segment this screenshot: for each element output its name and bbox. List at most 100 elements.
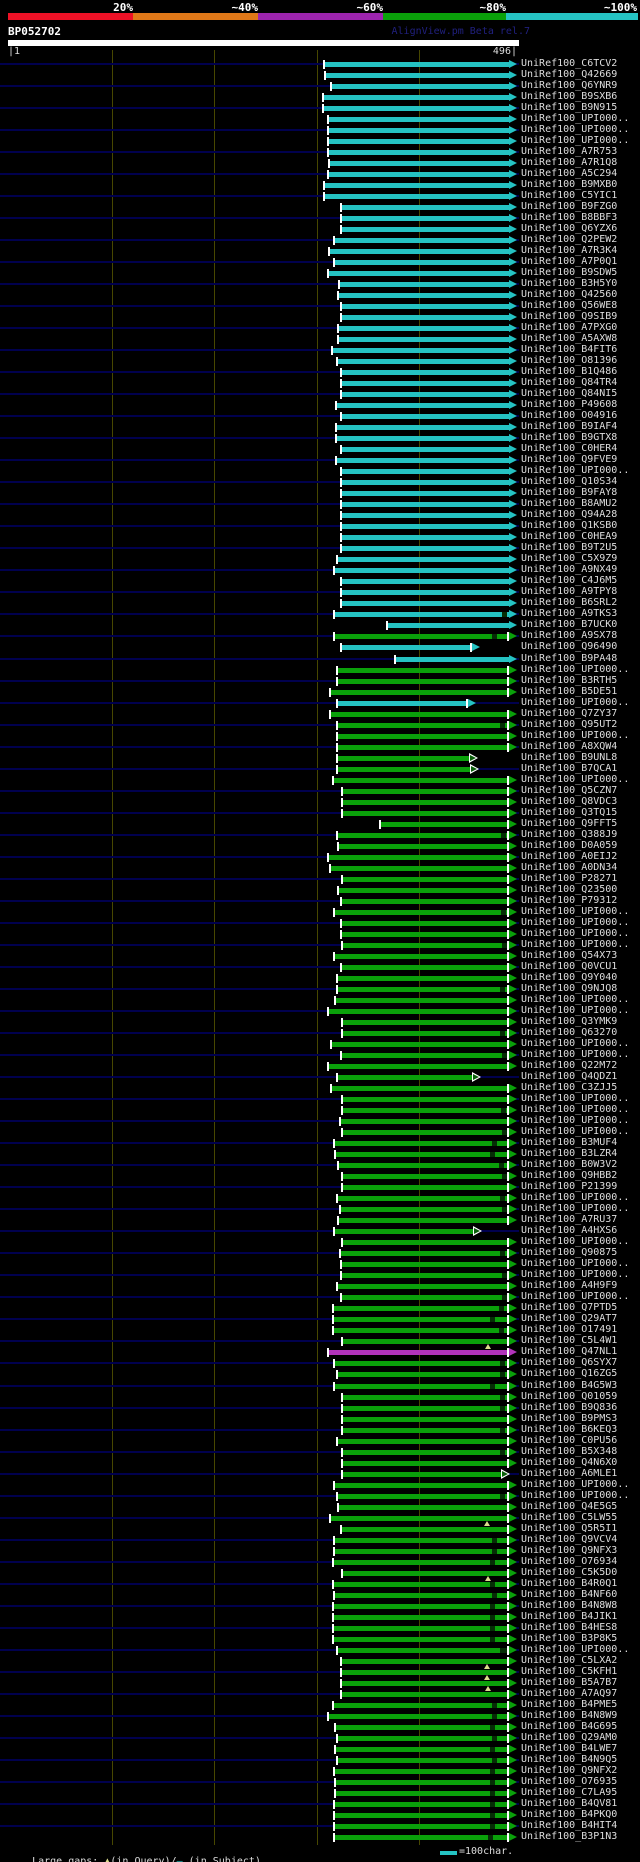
subject-arrow-icon[interactable] [509, 842, 517, 850]
subject-arrow-icon[interactable] [509, 1602, 517, 1610]
hit-label[interactable]: UniRef100_Q95UT2 [521, 719, 618, 730]
alignment-bar[interactable] [341, 392, 509, 397]
hit-label[interactable]: UniRef100_UPI000.. [521, 1115, 630, 1126]
hit-label[interactable]: UniRef100_C5LW55 [521, 1512, 618, 1523]
subject-arrow-icon[interactable] [509, 1657, 517, 1665]
hit-label[interactable]: UniRef100_B6KEQ3 [521, 1424, 618, 1435]
hit-label[interactable]: UniRef100_B9UNL8 [521, 752, 618, 763]
hit-label[interactable]: UniRef100_B4PME5 [521, 1699, 618, 1710]
alignment-bar[interactable] [342, 1031, 509, 1036]
alignment-bar[interactable] [337, 745, 509, 750]
hit-label[interactable]: UniRef100_Q4QDZ1 [521, 1071, 618, 1082]
alignment-bar[interactable] [341, 579, 509, 584]
hit-label[interactable]: UniRef100_UPI000.. [521, 1479, 630, 1490]
alignment-bar[interactable] [341, 216, 509, 221]
subject-arrow-icon[interactable] [509, 1150, 517, 1158]
subject-arrow-icon[interactable] [509, 1282, 517, 1290]
subject-arrow-icon[interactable] [509, 1062, 517, 1070]
alignment-bar[interactable] [337, 767, 470, 772]
subject-arrow-icon[interactable] [468, 699, 476, 707]
subject-arrow-icon[interactable] [509, 908, 517, 916]
alignment-bar[interactable] [338, 888, 509, 893]
alignment-bar[interactable] [337, 557, 509, 562]
hit-label[interactable]: UniRef100_C5L4W1 [521, 1335, 618, 1346]
subject-arrow-icon[interactable] [509, 566, 517, 574]
hit-label[interactable]: UniRef100_Q5CZN7 [521, 785, 618, 796]
alignment-bar[interactable] [341, 502, 509, 507]
alignment-bar[interactable] [338, 1163, 509, 1168]
alignment-bar[interactable] [330, 866, 509, 871]
subject-arrow-icon[interactable] [509, 225, 517, 233]
alignment-bar[interactable] [334, 1483, 509, 1488]
alignment-bar[interactable] [341, 590, 509, 595]
hit-label[interactable]: UniRef100_Q9NFX2 [521, 1765, 618, 1776]
subject-arrow-icon[interactable] [509, 919, 517, 927]
subject-arrow-icon[interactable] [509, 930, 517, 938]
subject-arrow-icon[interactable] [509, 1117, 517, 1125]
alignment-bar[interactable] [334, 260, 509, 265]
subject-arrow-icon[interactable] [509, 533, 517, 541]
alignment-bar[interactable] [337, 1075, 472, 1080]
alignment-bar[interactable] [334, 1361, 509, 1366]
subject-arrow-icon[interactable] [509, 1635, 517, 1643]
alignment-bar[interactable] [338, 844, 509, 849]
subject-arrow-icon[interactable] [509, 1007, 517, 1015]
subject-arrow-icon[interactable] [509, 1646, 517, 1654]
alignment-bar[interactable] [334, 634, 509, 639]
subject-arrow-icon[interactable] [509, 599, 517, 607]
hit-label[interactable]: UniRef100_C0HER4 [521, 443, 618, 454]
hit-label[interactable]: UniRef100_B9IAF4 [521, 421, 618, 432]
subject-arrow-icon[interactable] [509, 1271, 517, 1279]
alignment-bar[interactable] [336, 403, 509, 408]
alignment-bar[interactable] [334, 954, 509, 959]
hit-label[interactable]: UniRef100_C0PU56 [521, 1435, 618, 1446]
hit-label[interactable]: UniRef100_UPI000.. [521, 939, 630, 950]
alignment-bar[interactable] [342, 1472, 501, 1477]
hit-label[interactable]: UniRef100_UPI000.. [521, 1269, 630, 1280]
hit-label[interactable]: UniRef100_B3RTH5 [521, 675, 618, 686]
subject-arrow-icon[interactable] [509, 247, 517, 255]
alignment-bar[interactable] [338, 293, 509, 298]
subject-arrow-icon[interactable] [509, 434, 517, 442]
alignment-bar[interactable] [330, 1516, 509, 1521]
alignment-bar[interactable] [328, 1350, 509, 1355]
subject-arrow-icon[interactable] [509, 1315, 517, 1323]
alignment-bar[interactable] [333, 1626, 509, 1631]
hit-label[interactable]: UniRef100_A4H9F9 [521, 1280, 618, 1291]
subject-arrow-icon[interactable] [509, 1415, 517, 1423]
alignment-bar[interactable] [341, 227, 509, 232]
hit-label[interactable]: UniRef100_Q96490 [521, 641, 618, 652]
hit-label[interactable]: UniRef100_Q23500 [521, 884, 618, 895]
hit-label[interactable]: UniRef100_Q84NI5 [521, 388, 618, 399]
hit-label[interactable]: UniRef100_B9FZG0 [521, 201, 618, 212]
hit-label[interactable]: UniRef100_UPI000.. [521, 1258, 630, 1269]
subject-arrow-icon[interactable] [509, 1613, 517, 1621]
subject-arrow-icon[interactable] [509, 732, 517, 740]
hit-label[interactable]: UniRef100_A7R753 [521, 146, 618, 157]
alignment-bar[interactable] [336, 458, 509, 463]
alignment-bar[interactable] [328, 1714, 509, 1719]
subject-arrow-icon[interactable] [509, 1690, 517, 1698]
alignment-bar[interactable] [341, 1681, 509, 1686]
hit-label[interactable]: UniRef100_Q3TQ15 [521, 807, 618, 818]
hit-label[interactable]: UniRef100_UPI000.. [521, 1126, 630, 1137]
subject-arrow-icon[interactable] [509, 1701, 517, 1709]
subject-arrow-icon[interactable] [509, 588, 517, 596]
alignment-bar[interactable] [328, 1064, 509, 1069]
hit-label[interactable]: UniRef100_UPI000.. [521, 697, 630, 708]
alignment-bar[interactable] [342, 1108, 509, 1113]
hit-label[interactable]: UniRef100_B1Q486 [521, 366, 618, 377]
subject-arrow-icon[interactable] [509, 401, 517, 409]
hit-label[interactable]: UniRef100_B4QV81 [521, 1798, 618, 1809]
hit-label[interactable]: UniRef100_C5X9Z9 [521, 553, 618, 564]
alignment-bar[interactable] [342, 800, 509, 805]
hit-label[interactable]: UniRef100_UPI000.. [521, 774, 630, 785]
hit-label[interactable]: UniRef100_B4G5W3 [521, 1380, 618, 1391]
alignment-bar[interactable] [330, 712, 509, 717]
alignment-bar[interactable] [324, 194, 509, 199]
hit-label[interactable]: UniRef100_C4J6M5 [521, 575, 618, 586]
subject-arrow-icon[interactable] [509, 456, 517, 464]
hit-label[interactable]: UniRef100_A7PXG0 [521, 322, 618, 333]
alignment-bar[interactable] [331, 1086, 509, 1091]
subject-arrow-icon[interactable] [509, 1756, 517, 1764]
